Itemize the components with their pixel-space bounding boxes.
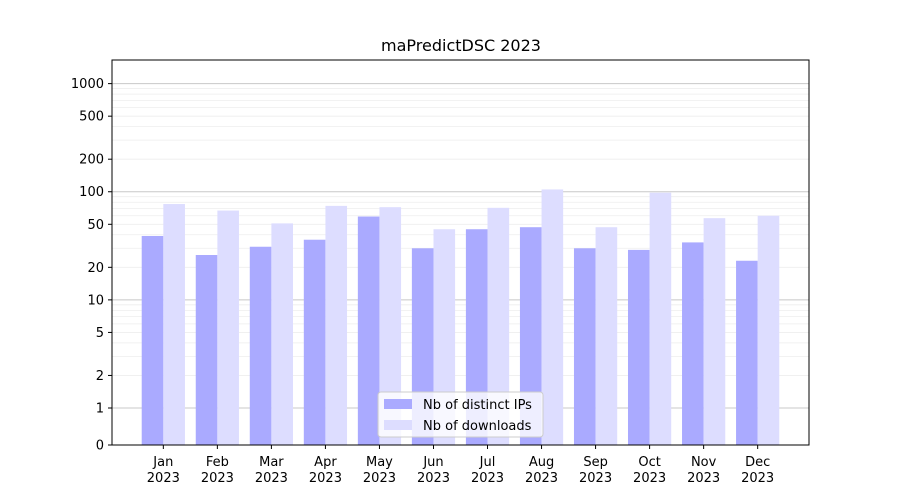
bar-downloads [433, 229, 456, 445]
bar-distinct-ips [682, 242, 704, 445]
x-tick-label: Mar 2023 [255, 455, 288, 486]
x-tick-label: May 2023 [363, 455, 396, 486]
legend: Nb of distinct IPs Nb of downloads [377, 391, 544, 438]
legend-swatch [384, 420, 412, 430]
x-tick-label: Jan 2023 [147, 455, 180, 486]
y-tick-label: 5 [96, 326, 104, 341]
y-tick-label: 10 [87, 293, 104, 308]
x-tick-label: Aug 2023 [525, 455, 558, 486]
y-tick-label: 1000 [71, 77, 104, 92]
legend-box [377, 391, 544, 438]
bar-downloads [595, 227, 618, 445]
bar-distinct-ips [249, 246, 272, 445]
y-tick-label: 20 [87, 261, 104, 276]
bar-distinct-ips [519, 227, 542, 445]
bar-downloads [271, 223, 294, 445]
x-tick-label: Nov 2023 [687, 455, 720, 486]
bar-downloads [217, 210, 239, 445]
x-tick-label: Jun 2023 [417, 455, 450, 486]
bar-downloads [325, 205, 348, 445]
bar-distinct-ips [736, 260, 758, 445]
bar-distinct-ips [141, 235, 164, 445]
y-axis: 0 1 2 5 10 20 50 100 200 500 1000 [71, 77, 112, 454]
bar-distinct-ips [465, 229, 488, 445]
x-tick-label: Oct 2023 [633, 455, 666, 486]
y-tick-label: 200 [79, 153, 104, 168]
x-tick-label: Jul 2023 [471, 455, 504, 486]
x-tick-label: Sep 2023 [579, 455, 612, 486]
x-tick-label: Apr 2023 [309, 455, 342, 486]
x-tick-label: Dec 2023 [741, 455, 774, 486]
plot-frame [111, 59, 810, 446]
legend-swatch [384, 399, 412, 409]
bar-downloads [541, 189, 564, 445]
y-tick-label: 50 [87, 218, 104, 233]
bar-distinct-ips [573, 248, 596, 445]
bar-downloads [757, 215, 780, 445]
bar-downloads [379, 207, 402, 445]
y-tick-label: 100 [79, 185, 104, 200]
bar-distinct-ips [303, 239, 326, 445]
bar-distinct-ips [627, 249, 650, 445]
bar-distinct-ips [195, 255, 218, 445]
bar-downloads [163, 204, 185, 445]
x-axis: Jan 2023 Feb 2023 Mar 2023 Apr 2023 May 2023 Jun 20… [147, 445, 774, 486]
bar-downloads [487, 207, 510, 445]
bar-downloads [649, 192, 672, 445]
bar-downloads [703, 218, 726, 445]
bar-distinct-ips [357, 216, 380, 445]
chart-title: maPredictDSC 2023 [381, 36, 541, 55]
legend-label: Nb of downloads [423, 419, 532, 434]
legend-label: Nb of distinct IPs [423, 398, 532, 413]
y-tick-label: 1 [96, 402, 104, 417]
y-tick-label: 500 [79, 110, 104, 125]
y-tick-label: 2 [96, 369, 104, 384]
x-tick-label: Feb 2023 [201, 455, 234, 486]
bars [141, 189, 780, 445]
y-tick-label: 0 [96, 439, 104, 454]
